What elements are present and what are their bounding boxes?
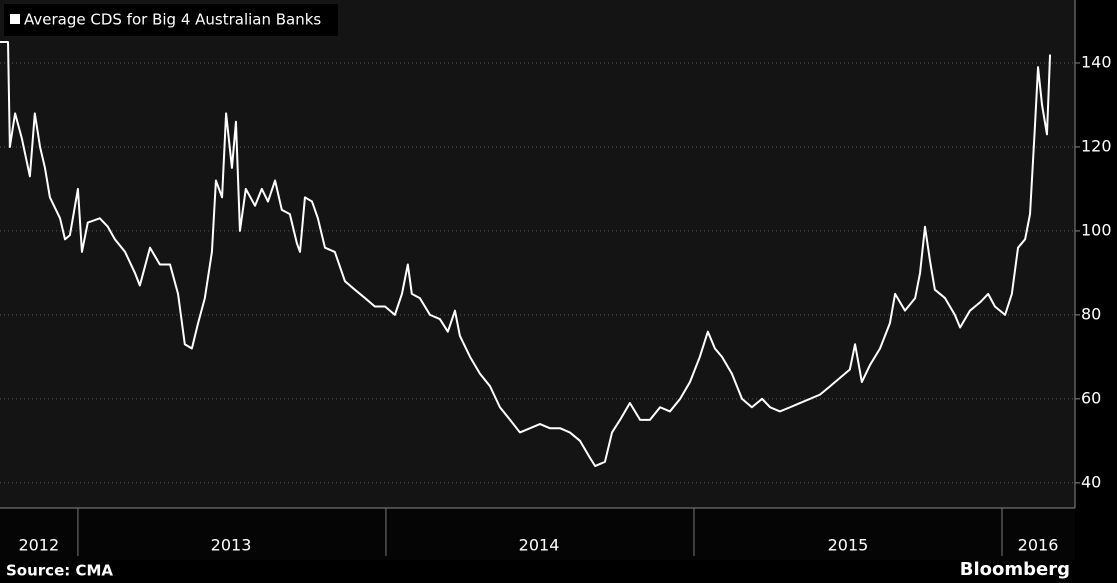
legend-label: Average CDS for Big 4 Australian Banks <box>24 11 321 29</box>
credit: Bloomberg <box>960 559 1070 580</box>
x-tick-label: 2013 <box>211 536 252 555</box>
x-tick-label: 2012 <box>18 536 59 555</box>
source: Source: CMA <box>6 562 113 580</box>
plot-area <box>0 0 1075 508</box>
legend-swatch <box>10 14 20 24</box>
series-line <box>0 40 1052 468</box>
y-tick-label: 60 <box>1081 388 1101 407</box>
y-tick-label: 80 <box>1081 304 1101 323</box>
y-tick-label: 100 <box>1081 220 1112 239</box>
x-tick-label: 2016 <box>1018 536 1059 555</box>
x-axis-band <box>0 508 1075 560</box>
data <box>0 40 1052 468</box>
legend-box <box>4 4 338 36</box>
y-tick-label: 120 <box>1081 136 1112 155</box>
legend: Average CDS for Big 4 Australian Banks <box>4 4 338 36</box>
x-tick-label: 2014 <box>519 536 560 555</box>
y-tick-label: 140 <box>1081 52 1112 71</box>
y-tick-label: 40 <box>1081 472 1101 491</box>
x-tick-label: 2015 <box>828 536 869 555</box>
